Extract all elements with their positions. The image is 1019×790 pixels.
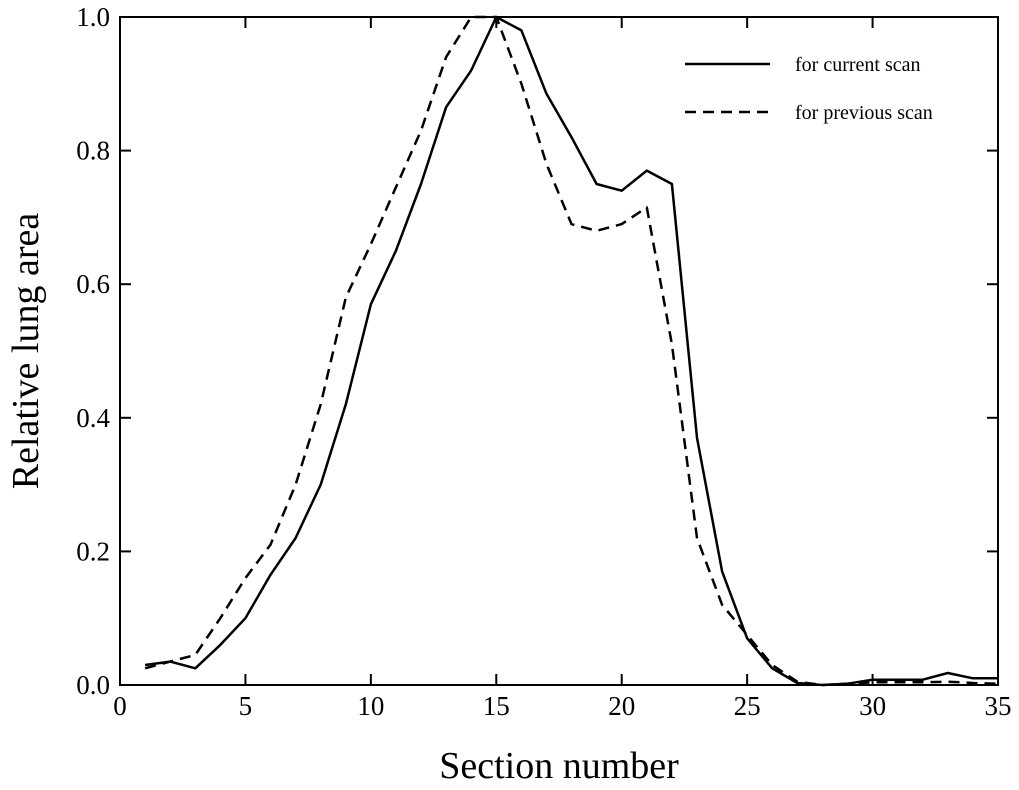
- series-line-current-scan: [144, 15, 998, 687]
- legend: for current scan for previous scan: [685, 54, 933, 124]
- x-axis-title: Section number: [439, 745, 679, 787]
- series-line-previous-scan: [144, 15, 999, 687]
- series-layer: [144, 15, 999, 687]
- x-tick-label: 5: [239, 691, 253, 721]
- y-tick-label: 0.8: [76, 136, 110, 166]
- ticks-layer: [119, 16, 999, 686]
- y-tick-label: 1.0: [76, 2, 110, 32]
- y-tick-label: 0.4: [76, 403, 110, 433]
- x-tick-label: 35: [985, 691, 1012, 721]
- x-tick-label: 10: [357, 691, 384, 721]
- plot-frame: [119, 16, 999, 686]
- x-tick-label: 30: [859, 691, 886, 721]
- x-tick-label: 20: [608, 691, 635, 721]
- x-tick-label: 0: [113, 691, 127, 721]
- y-tick-label: 0.6: [76, 269, 110, 299]
- y-tick-label: 0.0: [76, 670, 110, 700]
- x-tick-label: 15: [483, 691, 510, 721]
- y-axis-title: Relative lung area: [5, 213, 47, 490]
- x-tick-label: 25: [734, 691, 761, 721]
- tick-labels-layer: 0 5 10 15 20 25 30 35 0.0 0.2 0.4 0.6 0.8 1.0: [76, 2, 1011, 721]
- legend-label-current: for current scan: [795, 54, 921, 76]
- legend-label-previous: for previous scan: [795, 102, 933, 124]
- y-tick-label: 0.2: [76, 536, 110, 566]
